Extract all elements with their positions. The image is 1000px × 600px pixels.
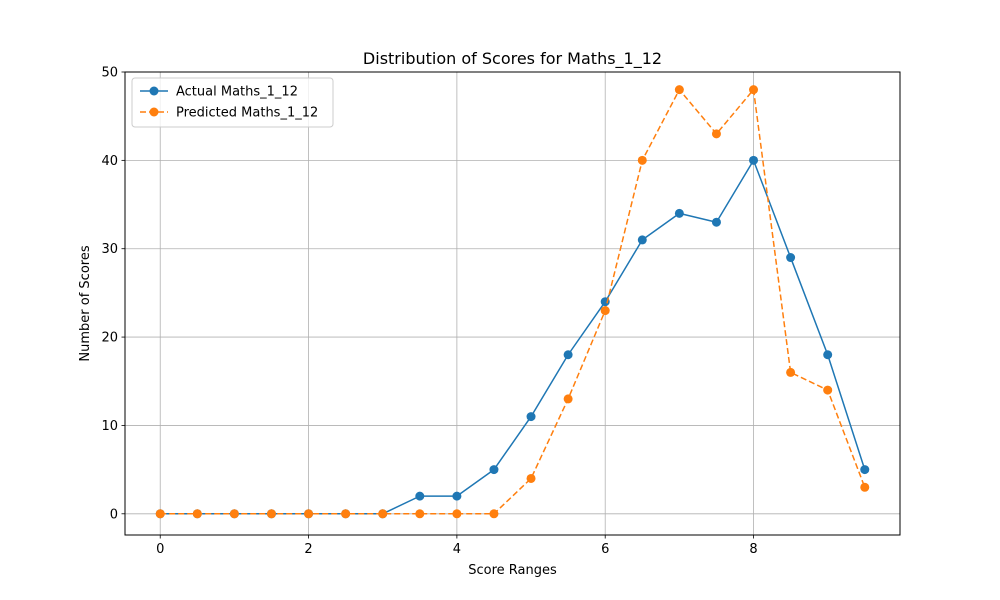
data-point-actual [786, 253, 796, 263]
data-point-predicted [600, 306, 610, 316]
x-tick-label: 0 [156, 542, 164, 557]
data-point-actual [674, 208, 684, 218]
data-point-predicted [489, 509, 499, 519]
data-point-actual [489, 465, 499, 475]
y-tick-label: 30 [101, 242, 118, 257]
x-tick-label: 4 [453, 542, 461, 557]
legend-marker-actual [149, 86, 159, 96]
data-point-actual [526, 412, 536, 422]
data-point-predicted [415, 509, 425, 519]
data-point-actual [823, 350, 833, 360]
data-point-predicted [378, 509, 388, 519]
data-point-actual [452, 491, 462, 501]
plot-frame [124, 71, 901, 536]
data-point-predicted [749, 85, 759, 95]
y-tick-label: 10 [101, 419, 118, 434]
legend: Actual Maths_1_12 Predicted Maths_1_12 [131, 77, 334, 128]
x-tick-label: 8 [749, 542, 757, 557]
y-tick-label: 20 [101, 331, 118, 346]
x-tick-label: 2 [304, 542, 312, 557]
data-point-predicted [711, 129, 721, 139]
data-point-actual [860, 465, 870, 475]
y-tick-label: 0 [110, 507, 118, 522]
data-point-predicted [192, 509, 202, 519]
legend-frame [131, 77, 334, 128]
data-point-predicted [341, 509, 351, 519]
data-point-predicted [229, 509, 239, 519]
data-point-predicted [823, 385, 833, 395]
data-point-actual [415, 491, 425, 501]
chart-title: Distribution of Scores for Maths_1_12 [363, 49, 662, 69]
y-tick-label: 50 [101, 66, 118, 81]
x-tick-label: 6 [601, 542, 609, 557]
data-point-actual [711, 217, 721, 227]
data-point-predicted [674, 85, 684, 95]
series-line-predicted [160, 88, 866, 515]
legend-label-actual: Actual Maths_1_12 [176, 85, 298, 100]
data-point-predicted [452, 509, 462, 519]
data-point-predicted [563, 394, 573, 404]
data-point-predicted [526, 473, 536, 483]
data-point-predicted [266, 509, 276, 519]
data-point-predicted [304, 509, 314, 519]
data-point-predicted [637, 155, 647, 165]
legend-label-predicted: Predicted Maths_1_12 [176, 106, 318, 121]
data-point-predicted [786, 367, 796, 377]
data-point-actual [563, 350, 573, 360]
x-axis-label: Score Ranges [468, 563, 557, 578]
data-point-predicted [155, 509, 165, 519]
legend-marker-predicted [149, 107, 159, 117]
data-point-actual [749, 155, 759, 165]
data-point-predicted [860, 482, 870, 492]
axis-ticks: 0 2 4 6 8 0 10 20 30 40 50 [101, 66, 757, 558]
series-group [155, 85, 870, 519]
data-point-actual [637, 235, 647, 245]
y-tick-label: 40 [101, 154, 118, 169]
y-axis-label: Number of Scores [78, 245, 93, 361]
